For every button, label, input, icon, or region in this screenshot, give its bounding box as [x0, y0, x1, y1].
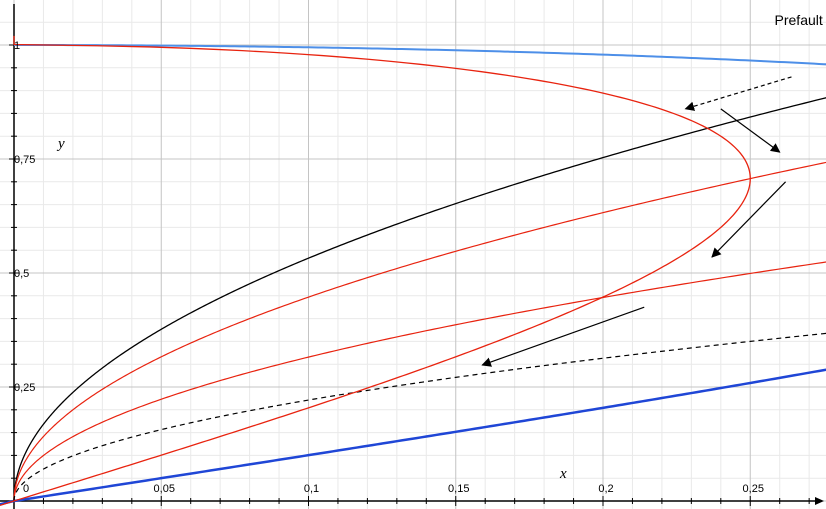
x-tick-label: 0,1 [304, 483, 319, 495]
vertical-marker: Prefault load power [775, 12, 826, 28]
y-tick-label: 0,5 [14, 268, 29, 280]
series-line-7 [0, 35, 751, 507]
tick-labels: 00,050,10,150,20,250,30,350,40,450,50,0,… [14, 40, 764, 495]
x-tick-label: 0 [23, 483, 29, 495]
series-line-3 [13, 97, 826, 502]
x-tick-label: 0,15 [448, 483, 469, 495]
x-tick-label: 0,2 [598, 483, 613, 495]
axes [0, 4, 824, 509]
y-tick-label: 0,75 [14, 154, 35, 166]
prefault-load-label: Prefault load power [775, 12, 826, 28]
y-tick-label: 1 [14, 40, 20, 52]
annotation-arrows [481, 76, 792, 367]
series-line-5 [13, 261, 826, 502]
series-line-2 [0, 368, 826, 506]
series-line-1 [14, 44, 826, 66]
x-tick-label: 0,25 [743, 483, 764, 495]
annotation-arrow [481, 306, 645, 367]
x-axis-arrowhead [815, 497, 824, 505]
annotation-arrow [684, 76, 792, 111]
annotation-arrow [720, 108, 781, 153]
x-tick-label: 0,05 [154, 483, 175, 495]
annotation-arrow [711, 181, 787, 258]
y-axis-label: y [56, 136, 65, 152]
series-line-6 [13, 332, 826, 502]
series-line-4 [13, 161, 826, 502]
x-axis-label: x [559, 466, 567, 482]
y-tick-label: 0,25 [14, 382, 35, 394]
